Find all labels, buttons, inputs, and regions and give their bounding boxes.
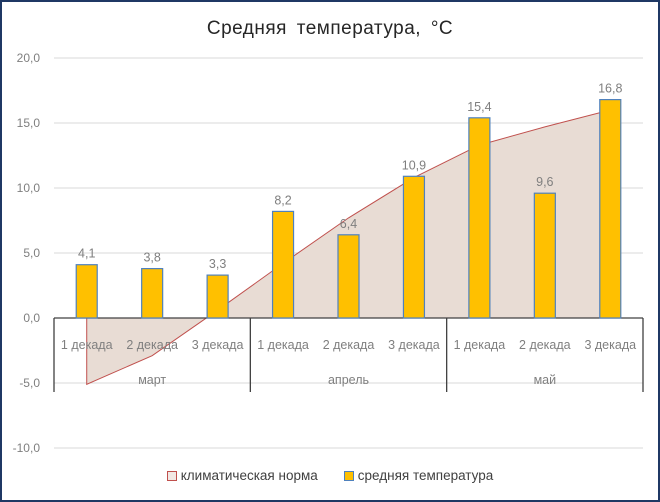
- y-tick-label: 0,0: [23, 311, 40, 325]
- x-category-label: 1 декада: [454, 338, 506, 352]
- chart-title: Средняя температура, °C: [206, 18, 454, 39]
- x-category-label: 2 декада: [519, 338, 571, 352]
- bar-avg-temp[interactable]: [271, 210, 295, 319]
- x-category-label: 3 декада: [388, 338, 440, 352]
- bar-value-label: 6,4: [340, 217, 357, 231]
- x-group-label: март: [138, 373, 166, 387]
- bar-value-label: 8,2: [274, 193, 291, 207]
- bar-avg-temp[interactable]: [533, 192, 556, 319]
- x-category-label: 2 декада: [126, 338, 178, 352]
- x-group-label: май: [534, 373, 557, 387]
- x-category-label: 2 декада: [323, 338, 375, 352]
- y-tick-label: -10,0: [13, 441, 41, 455]
- bar-value-label: 9,6: [536, 175, 553, 189]
- y-tick-label: 15,0: [17, 116, 41, 130]
- bar-value-label: 4,1: [78, 247, 95, 261]
- y-tick-label: 10,0: [17, 181, 41, 195]
- y-tick-label: 20,0: [17, 51, 41, 65]
- x-group-label: апрель: [328, 373, 369, 387]
- legend-label: климатическая норма: [180, 468, 318, 483]
- x-category-label: 3 декада: [192, 338, 244, 352]
- legend-label: средняя температура: [357, 468, 494, 483]
- bar-value-label: 10,9: [402, 158, 426, 172]
- bar-value-label: 3,3: [209, 257, 226, 271]
- legend-item-climate-norm[interactable]: климатическая норма: [166, 468, 318, 483]
- legend-item-avg-temp[interactable]: средняя температура: [343, 468, 494, 483]
- x-category-label: 1 декада: [61, 338, 113, 352]
- y-tick-label: 5,0: [23, 246, 40, 260]
- x-category-label: 3 декада: [584, 338, 636, 352]
- bar-avg-temp[interactable]: [468, 117, 491, 319]
- bar-avg-temp[interactable]: [599, 98, 622, 319]
- y-tick-label: -5,0: [19, 376, 40, 390]
- climate-norm-line: [86, 109, 611, 386]
- bar-avg-temp[interactable]: [402, 175, 426, 319]
- bar-swatch-icon: [343, 470, 354, 481]
- x-category-label: 1 декада: [257, 338, 309, 352]
- legend: климатическая норма средняя температура: [2, 468, 658, 483]
- area-swatch-icon: [166, 470, 177, 481]
- bar-avg-temp[interactable]: [337, 234, 360, 319]
- bar-avg-temp[interactable]: [75, 264, 98, 319]
- bar-avg-temp[interactable]: [141, 268, 164, 319]
- bar-value-label: 15,4: [467, 100, 491, 114]
- bar-avg-temp[interactable]: [206, 274, 229, 319]
- bar-value-label: 3,8: [143, 251, 160, 265]
- bar-value-label: 16,8: [598, 82, 622, 96]
